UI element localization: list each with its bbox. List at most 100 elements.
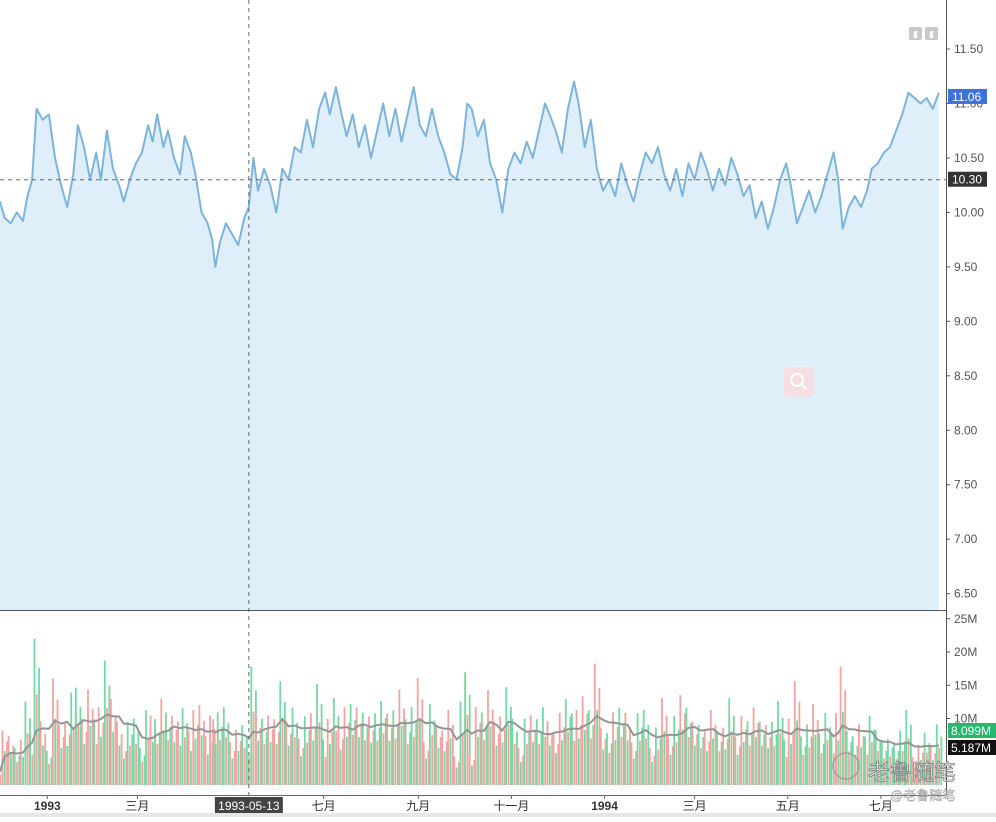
volume-bar [511,718,514,785]
volume-bar [204,736,207,785]
time-tick-label: 1994 [591,799,618,813]
volume-bar [433,720,436,785]
volume-bar [580,724,582,785]
volume-bar [13,748,16,785]
volume-bar [187,730,190,785]
volume-bar [757,723,760,785]
volume-bar [716,730,718,785]
volume-bar [227,722,230,785]
volume-bar [275,744,278,785]
volume-bar [864,736,866,785]
volume-bar [748,745,751,785]
volume-bar [775,734,778,785]
volume-bar [598,687,601,785]
volume-bar [720,741,723,785]
last-price-tag-background [948,88,987,104]
volume-bar [845,730,848,785]
scrollbar-track[interactable] [0,813,996,817]
volume-bar [522,755,524,785]
volume-bar [552,733,555,785]
volume-bar [291,707,294,785]
volume-bar [651,762,653,785]
volume-bar [131,734,134,785]
volume-bar [667,736,669,785]
time-tick-label: 三月 [125,799,149,813]
volume-bar [255,713,257,785]
volume-bar [33,638,36,785]
volume-bar [214,744,217,785]
volume-bar [326,718,329,785]
volume-average-tag-text: 5.187M [951,741,991,755]
price-tick-label: 8.00 [954,423,978,437]
volume-bar [16,762,18,785]
wechat-icon [832,752,860,780]
volume-bar [310,713,312,785]
volume-bar [555,753,557,785]
volume-bar [516,731,518,785]
volume-bar [542,707,544,785]
volume-bar [466,715,469,785]
volume-bar [192,709,195,785]
volume-bar [793,680,796,785]
volume-bar [458,762,460,785]
volume-bar [231,758,234,785]
volume-bar [439,737,442,785]
volume-bar [169,727,172,785]
volume-bar [6,741,8,785]
search-icon [790,373,807,390]
volume-bar [64,721,66,785]
toolbar-button-1[interactable] [909,27,922,40]
volume-bar [45,750,48,785]
volume-bar [19,739,22,785]
volume-bar [474,707,477,785]
volume-bar [740,715,743,785]
volume-bar [592,725,595,785]
zoom-button[interactable] [784,367,814,397]
volume-bar [10,754,12,785]
volume-bar [386,713,389,785]
volume-bar [437,747,440,785]
volume-bar [928,743,931,785]
volume-bar [479,722,482,785]
volume-bar [751,733,753,785]
time-tick-label: 七月 [312,799,336,813]
price-pane[interactable] [0,80,940,610]
volume-bar [781,718,784,785]
volume-bar [632,758,635,785]
volume-bar [147,738,150,785]
volume-bar [587,710,590,785]
volume-bar [376,740,379,785]
volume-bar [308,730,311,785]
volume-axis: 25M 20M 15M 10M [946,612,977,726]
volume-bar [858,724,860,785]
time-tick-label: 五月 [776,799,800,813]
volume-bar [293,737,296,785]
price-tick-label: 11.50 [954,42,983,56]
volume-bar [413,736,415,785]
volume-bar [709,709,712,785]
volume-bar [626,740,629,785]
volume-bar [355,707,358,785]
price-line [0,80,940,268]
chart-toolbar[interactable]: ▮ ▮ [909,27,938,40]
volume-bar [331,732,334,785]
toolbar-button-2[interactable] [925,27,938,40]
volume-bar [235,730,237,785]
volume-bar [89,725,92,785]
volume-bar [746,721,749,785]
volume-bar [12,745,15,785]
volume-bar [702,737,705,785]
volume-bar [468,753,471,785]
volume-bar [368,716,370,785]
price-tick-label: 9.50 [954,260,978,274]
zoom-button-background[interactable] [784,367,814,397]
price-tick-label: 8.50 [954,369,978,383]
volume-bar [868,715,871,785]
volume-bar [769,737,772,785]
volume-bar [606,733,608,785]
volume-bar [44,733,47,785]
volume-bar [491,709,494,785]
volume-bar [209,715,211,785]
volume-bar [551,733,553,785]
